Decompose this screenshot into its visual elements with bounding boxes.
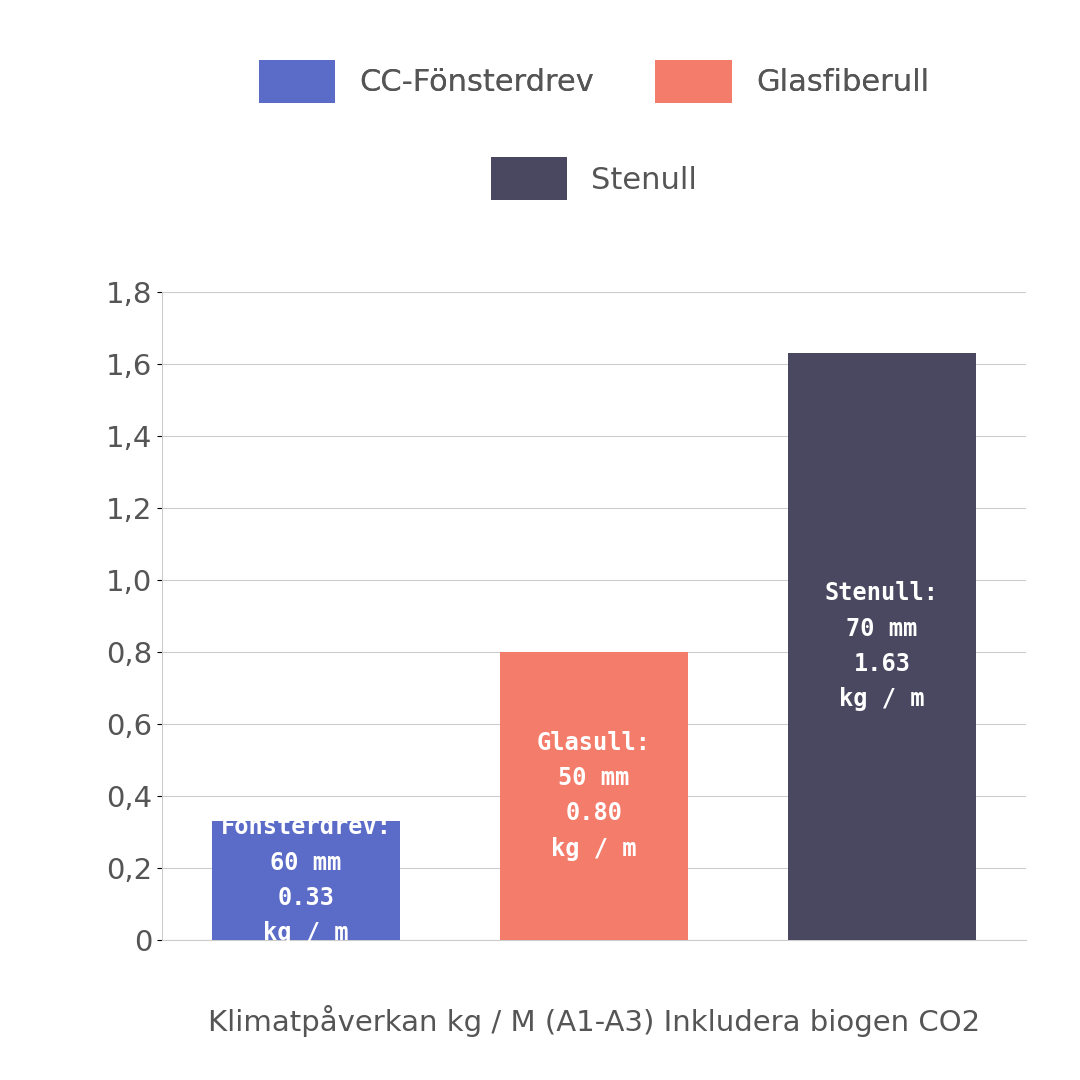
Bar — [213, 821, 400, 940]
Bar — [788, 353, 975, 940]
Legend: Stenull: Stenull — [478, 145, 710, 213]
Text: Fönsterdrev:
60 mm
0.33
kg / m: Fönsterdrev: 60 mm 0.33 kg / m — [220, 815, 391, 945]
Bar — [500, 651, 688, 940]
Text: Stenull:
70 mm
1.63
kg / m: Stenull: 70 mm 1.63 kg / m — [825, 581, 939, 712]
Text: Glasull:
50 mm
0.80
kg / m: Glasull: 50 mm 0.80 kg / m — [537, 730, 651, 861]
Legend: CC-Fönsterdrev, Glasfiberull: CC-Fönsterdrev, Glasfiberull — [246, 48, 942, 116]
Text: Klimatpåverkan kg / M (A1-A3) Inkludera biogen CO2: Klimatpåverkan kg / M (A1-A3) Inkludera … — [208, 1004, 980, 1037]
